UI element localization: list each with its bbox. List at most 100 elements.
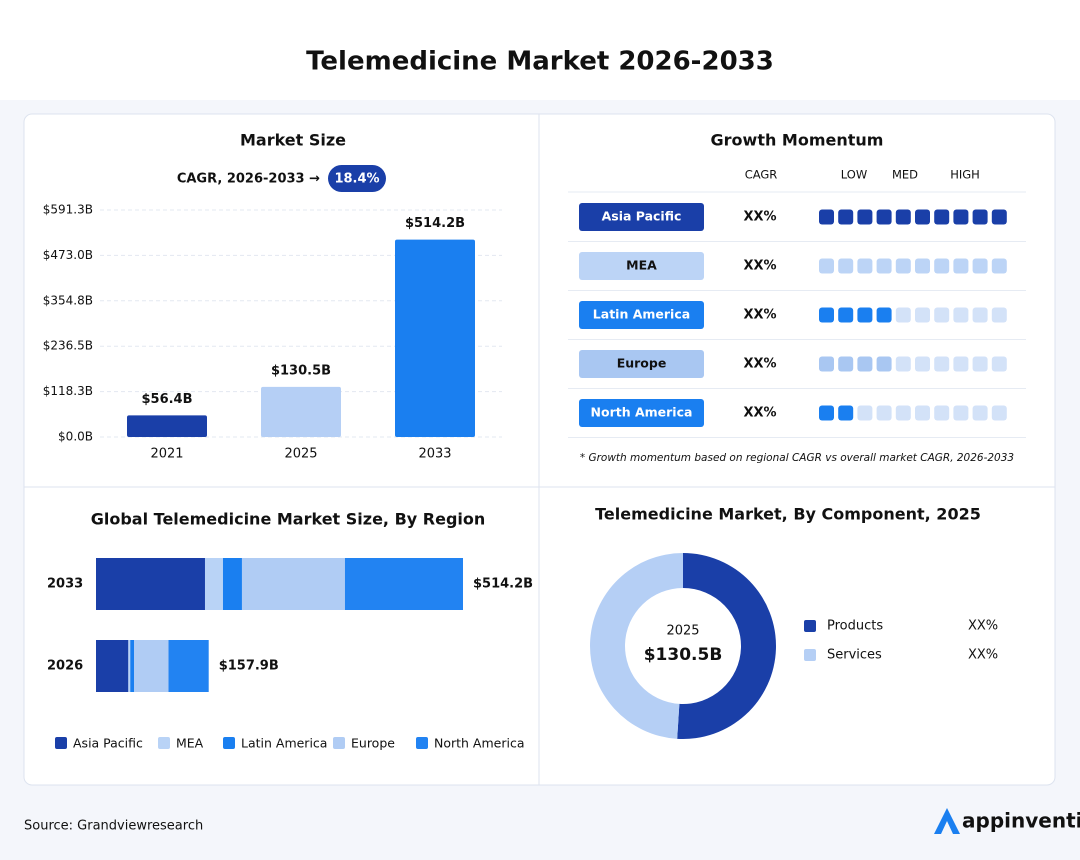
legend-swatch xyxy=(804,649,816,661)
level-square xyxy=(953,258,969,274)
badge: 18.4% xyxy=(334,172,379,187)
cagr-value: XX% xyxy=(743,210,776,225)
legend-value: XX% xyxy=(968,648,998,663)
region-pill xyxy=(579,301,704,329)
annotation: CAGR, 2026-2033 → xyxy=(177,172,320,187)
level-square xyxy=(876,209,892,225)
legend-swatch xyxy=(223,737,235,749)
y-tick-label: $473.0B xyxy=(43,248,93,262)
level-square xyxy=(953,209,969,225)
legend-label: Latin America xyxy=(241,736,327,751)
level-square xyxy=(857,356,873,372)
level-square xyxy=(857,258,873,274)
legend-swatch xyxy=(158,737,170,749)
brand-logo xyxy=(934,808,960,834)
level-square xyxy=(934,209,950,225)
legend-swatch xyxy=(333,737,345,749)
x-tick-label: 2021 xyxy=(150,447,183,462)
category-label: 2033 xyxy=(47,577,83,592)
x-tick-label: 2033 xyxy=(418,447,451,462)
level-square-empty xyxy=(991,356,1007,372)
region-pill xyxy=(579,399,704,427)
legend-swatch xyxy=(416,737,428,749)
level-square xyxy=(876,356,892,372)
level-square-empty xyxy=(857,405,873,421)
legend-label: North America xyxy=(434,736,525,751)
legend-label: Products xyxy=(827,619,883,634)
level-square-empty xyxy=(915,307,930,323)
level-square xyxy=(876,307,892,323)
column-header: HIGH xyxy=(950,168,980,182)
y-tick-label: $591.3B xyxy=(43,203,93,217)
region-label: Europe xyxy=(617,356,667,371)
chart-title: Telemedicine Market, By Component, 2025 xyxy=(595,505,981,524)
cagr-value: XX% xyxy=(743,357,776,372)
total-label: $157.9B xyxy=(219,659,279,674)
region-pill xyxy=(579,350,704,378)
region-label: MEA xyxy=(626,258,657,273)
bar-segment xyxy=(241,558,345,610)
table-title: Growth Momentum xyxy=(711,131,884,150)
y-tick-label: $0.0B xyxy=(58,430,93,444)
cagr-value: XX% xyxy=(743,308,776,323)
level-square xyxy=(857,209,873,225)
value-label: $56.4B xyxy=(141,392,192,407)
level-square xyxy=(915,209,930,225)
y-tick-label: $118.3B xyxy=(43,384,93,398)
level-square-empty xyxy=(991,405,1007,421)
level-square xyxy=(915,258,930,274)
region-label: Latin America xyxy=(593,307,690,322)
brand-name: appinventiv xyxy=(962,809,1080,833)
cagr-value: XX% xyxy=(743,406,776,421)
center-label: 2025 xyxy=(666,624,699,639)
level-square xyxy=(857,307,873,323)
level-square-empty xyxy=(895,356,911,372)
center-value: $130.5B xyxy=(644,645,723,665)
column-header: LOW xyxy=(841,168,867,182)
level-square-empty xyxy=(934,356,950,372)
level-square xyxy=(819,258,834,274)
bar-segment xyxy=(344,558,463,610)
region-label: Asia Pacific xyxy=(602,209,682,224)
level-square xyxy=(991,258,1007,274)
bar-segment xyxy=(96,640,129,692)
value-label: $514.2B xyxy=(405,216,465,231)
level-square-empty xyxy=(915,356,930,372)
column-header: CAGR xyxy=(745,168,778,182)
level-square-empty xyxy=(953,405,969,421)
region-pill xyxy=(579,203,704,231)
bar xyxy=(395,239,475,437)
level-square-empty xyxy=(953,356,969,372)
column-header: MED xyxy=(892,168,918,182)
level-square xyxy=(819,356,834,372)
bar-segment xyxy=(96,558,205,610)
level-square-empty xyxy=(972,307,988,323)
legend-label: Asia Pacific xyxy=(73,736,143,751)
level-square-empty xyxy=(895,405,911,421)
level-square xyxy=(819,405,834,421)
legend-swatch xyxy=(804,620,816,632)
level-square xyxy=(838,356,854,372)
region-pill xyxy=(579,252,704,280)
x-tick-label: 2025 xyxy=(284,447,317,462)
bar-segment xyxy=(204,558,223,610)
bar-segment xyxy=(130,640,135,692)
level-square xyxy=(819,307,834,323)
legend-label: Europe xyxy=(351,736,395,751)
bar-segment xyxy=(128,640,131,692)
y-tick-label: $354.8B xyxy=(43,293,93,307)
level-square xyxy=(876,258,892,274)
bar xyxy=(127,415,207,437)
level-square xyxy=(895,209,911,225)
bar-segment xyxy=(134,640,169,692)
header-band xyxy=(0,0,1080,100)
badge-bg xyxy=(328,165,386,192)
level-square-empty xyxy=(934,405,950,421)
level-square-empty xyxy=(876,405,892,421)
level-square xyxy=(819,209,834,225)
donut-segment xyxy=(590,553,683,739)
region-label: North America xyxy=(591,405,693,420)
footnote: * Growth momentum based on regional CAGR… xyxy=(580,452,1014,464)
bar-segment xyxy=(222,558,242,610)
